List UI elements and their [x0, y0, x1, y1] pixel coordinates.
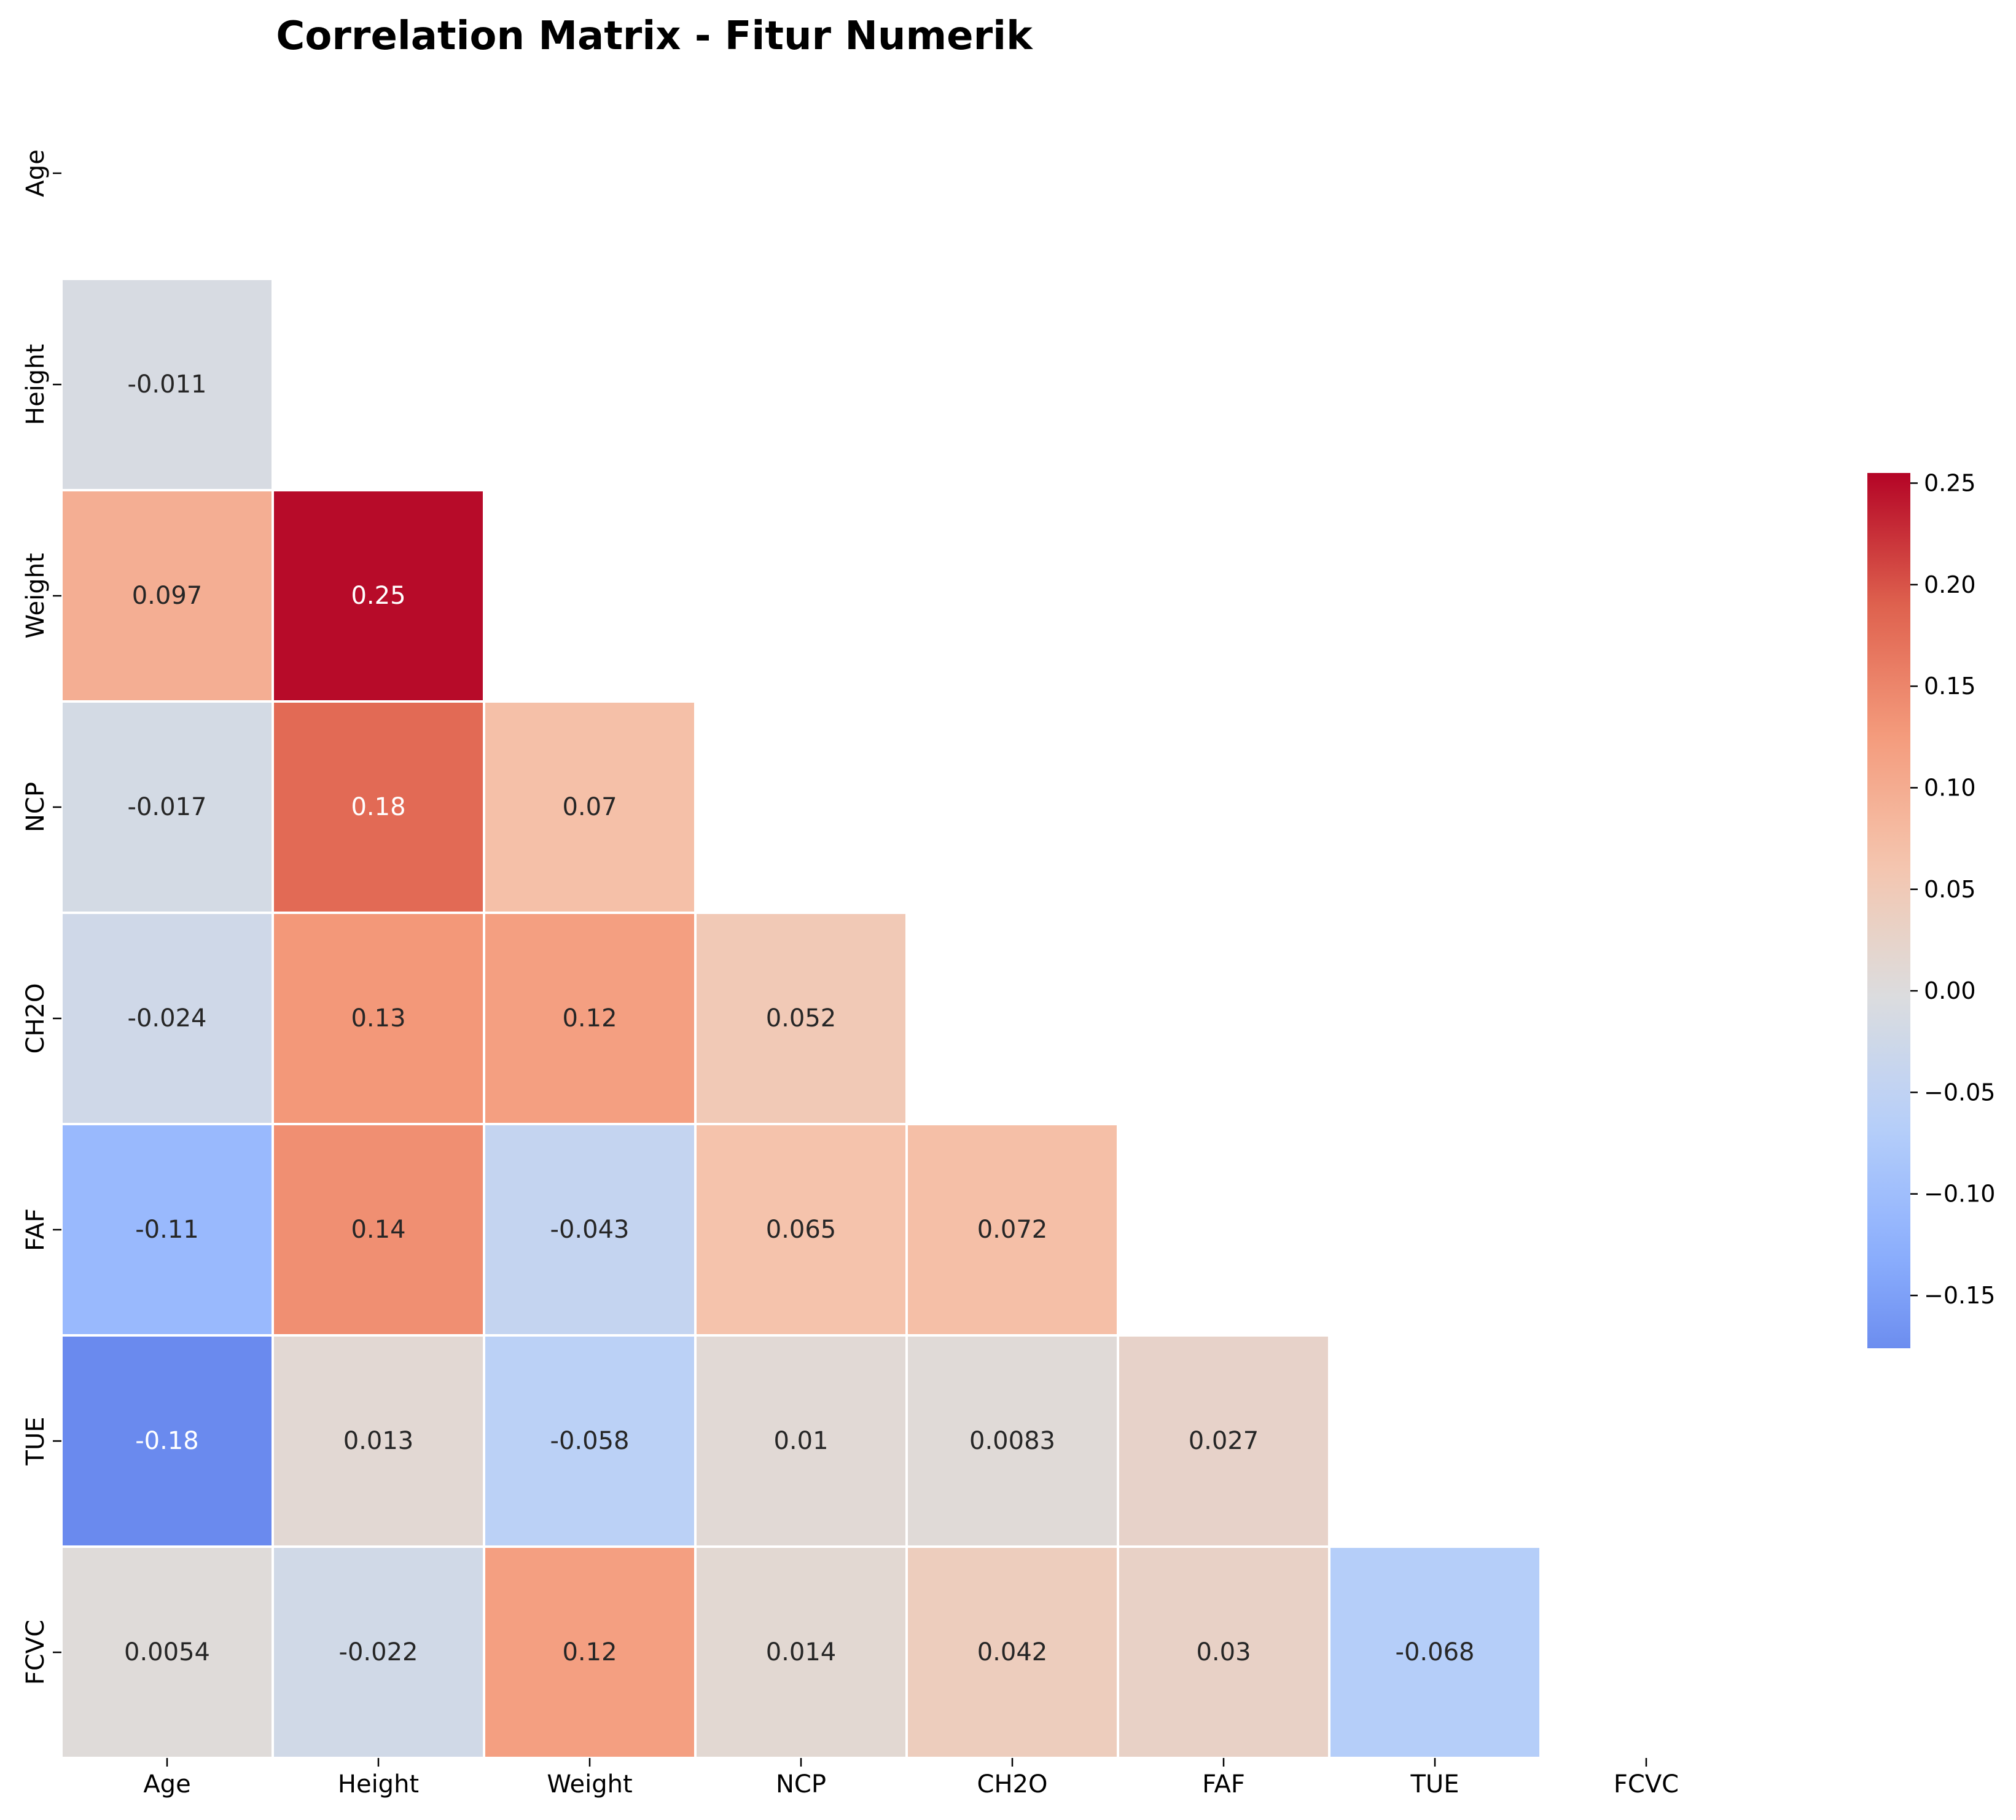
heatmap-cell — [60, 1545, 274, 1759]
heatmap-cell — [272, 489, 485, 703]
cell-value-label: 0.12 — [562, 1638, 617, 1666]
heatmap-cell — [1117, 1545, 1330, 1759]
cell-value-label: 0.12 — [562, 1004, 617, 1033]
colorbar-gradient — [1867, 473, 1910, 1348]
heatmap-cell — [483, 1334, 697, 1548]
cell-value-label: -0.043 — [550, 1216, 630, 1244]
column-label: FCVC — [1614, 1770, 1679, 1799]
heatmap-cell — [272, 1545, 485, 1759]
cell-value-label: 0.07 — [562, 793, 617, 821]
heatmap-cell — [694, 1334, 908, 1548]
row-label: Weight — [21, 553, 50, 638]
cell-value-label: 0.065 — [766, 1216, 837, 1244]
cell-value-label: -0.024 — [128, 1004, 207, 1033]
cell-value-label: 0.042 — [977, 1638, 1048, 1666]
row-label: NCP — [21, 782, 50, 832]
colorbar-tick-label: 0.25 — [1924, 470, 1976, 497]
heatmap-cells: -0.011 0.097 0.25 -0.017 0.18 0.07 -0.024 0.13 0… — [60, 278, 1542, 1759]
heatmap-cell — [272, 700, 485, 914]
heatmap-cell — [272, 912, 485, 1125]
column-label: TUE — [1410, 1770, 1459, 1799]
heatmap-cell — [694, 912, 908, 1125]
colorbar-tick-label: 0.20 — [1924, 571, 1976, 598]
heatmap-cell — [905, 1334, 1119, 1548]
heatmap-cell — [60, 700, 274, 914]
colorbar-tick-label: −0.05 — [1924, 1079, 1995, 1106]
heatmap-cell — [483, 700, 697, 914]
cell-value-label: -0.022 — [339, 1638, 418, 1666]
colorbar-tick-label: 0.05 — [1924, 876, 1976, 903]
column-label: Age — [143, 1770, 190, 1799]
cell-value-label: -0.011 — [128, 370, 207, 399]
colorbar-tick-label: −0.15 — [1924, 1282, 1995, 1309]
column-label: NCP — [776, 1770, 826, 1799]
cell-value-label: -0.017 — [128, 793, 207, 821]
heatmap-cell — [1328, 1545, 1542, 1759]
row-label: CH2O — [21, 983, 50, 1054]
row-labels: Age Height Weight NCP CH2O FAF TUE FCVC — [21, 149, 61, 1685]
colorbar-tick-label: 0.10 — [1924, 774, 1976, 801]
cell-value-label: -0.058 — [550, 1427, 630, 1455]
row-label: Age — [21, 149, 50, 197]
column-label: CH2O — [977, 1770, 1048, 1799]
heatmap-cell — [1117, 1334, 1330, 1548]
cell-value-label: 0.14 — [351, 1216, 405, 1244]
heatmap-cell — [694, 1545, 908, 1759]
row-label: FAF — [21, 1208, 50, 1251]
colorbar-tick-label: 0.00 — [1924, 977, 1976, 1004]
colorbar-tick-label: 0.15 — [1924, 673, 1976, 700]
cell-value-label: 0.18 — [351, 793, 405, 821]
colorbar-tick-label: −0.10 — [1924, 1181, 1995, 1208]
row-label: Height — [21, 344, 50, 425]
cell-value-label: 0.0054 — [124, 1638, 210, 1666]
heatmap-cell — [272, 1123, 485, 1337]
chart-title: Correlation Matrix - Fitur Numerik — [276, 14, 1033, 59]
column-label: FAF — [1202, 1770, 1245, 1799]
cell-value-label: -0.068 — [1396, 1638, 1475, 1666]
column-label: Height — [338, 1770, 419, 1799]
column-labels: Age Height Weight NCP CH2O FAF TUE FCVC — [143, 1758, 1679, 1799]
cell-value-label: 0.014 — [766, 1638, 837, 1666]
row-label: FCVC — [21, 1620, 50, 1685]
cell-value-label: 0.03 — [1196, 1638, 1251, 1666]
heatmap-cell — [60, 489, 274, 703]
heatmap-cell — [694, 1123, 908, 1337]
cell-value-label: 0.25 — [351, 582, 405, 610]
heatmap-cell — [905, 1123, 1119, 1337]
row-label: TUE — [21, 1417, 50, 1466]
cell-value-label: 0.052 — [766, 1004, 837, 1033]
cell-value-label: 0.027 — [1189, 1427, 1259, 1455]
cell-value-label: 0.0083 — [969, 1427, 1055, 1455]
cell-value-label: 0.13 — [351, 1004, 405, 1033]
column-label: Weight — [547, 1770, 632, 1799]
colorbar: −0.15 −0.10 −0.05 0.00 0.05 0.10 0.15 0.20 0.25 — [1867, 470, 1995, 1348]
heatmap-cell — [272, 1334, 485, 1548]
heatmap-cell — [483, 1123, 697, 1337]
cell-value-label: 0.097 — [132, 582, 203, 610]
heatmap-cell — [60, 278, 274, 491]
cell-value-label: -0.18 — [135, 1427, 199, 1455]
cell-value-label: 0.01 — [773, 1427, 828, 1455]
cell-value-label: 0.072 — [977, 1216, 1048, 1244]
cell-value-label: 0.013 — [343, 1427, 414, 1455]
cell-value-label: -0.11 — [135, 1216, 199, 1244]
